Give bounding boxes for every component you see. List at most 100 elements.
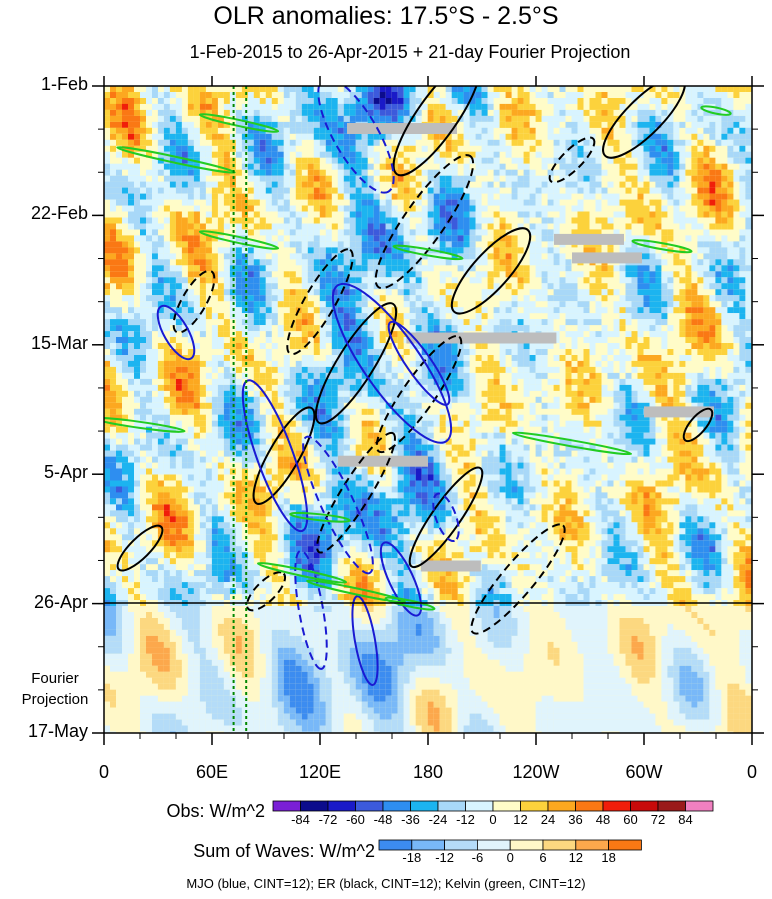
anomaly-cell (205, 217, 212, 224)
anomaly-cell (169, 277, 176, 284)
anomaly-cell (307, 313, 314, 320)
anomaly-cell (343, 701, 350, 708)
anomaly-cell (301, 283, 308, 290)
anomaly-cell (319, 181, 326, 188)
anomaly-cell (385, 653, 392, 660)
anomaly-cell (277, 199, 284, 206)
anomaly-cell (122, 444, 128, 451)
anomaly-cell (241, 396, 248, 403)
anomaly-cell (223, 211, 230, 218)
anomaly-cell (122, 331, 128, 338)
anomaly-cell (379, 271, 386, 278)
anomaly-cell (271, 295, 278, 302)
anomaly-cell (319, 408, 326, 415)
anomaly-cell (157, 115, 164, 122)
anomaly-cell (259, 540, 266, 547)
anomaly-cell (361, 187, 368, 194)
anomaly-cell (128, 355, 134, 361)
anomaly-cell (122, 372, 128, 379)
anomaly-cell (128, 618, 134, 624)
anomaly-cell (343, 109, 350, 116)
anomaly-cell (122, 438, 128, 445)
anomaly-cell (421, 86, 428, 92)
anomaly-cell (247, 355, 254, 361)
anomaly-cell (277, 187, 284, 194)
anomaly-cell (122, 522, 128, 529)
anomaly-cell (301, 534, 308, 541)
anomaly-cell (259, 151, 266, 158)
anomaly-cell (379, 516, 386, 523)
anomaly-cell (307, 552, 314, 559)
anomaly-cell (289, 641, 296, 648)
anomaly-cell (205, 360, 212, 367)
anomaly-cell (211, 486, 218, 493)
anomaly-cell (319, 390, 326, 397)
anomaly-cell (367, 689, 374, 696)
anomaly-cell (343, 115, 350, 122)
anomaly-cell (247, 677, 254, 684)
anomaly-cell (361, 98, 368, 104)
anomaly-cell (241, 677, 248, 684)
anomaly-cell (307, 641, 314, 648)
anomaly-cell (307, 109, 314, 116)
anomaly-cell (235, 540, 242, 547)
anomaly-cell (331, 127, 338, 134)
anomaly-cell (187, 98, 194, 104)
anomaly-cell (409, 325, 416, 332)
anomaly-cell (367, 480, 374, 487)
anomaly-cell (253, 480, 260, 487)
anomaly-cell (313, 169, 320, 176)
anomaly-cell (397, 516, 404, 523)
anomaly-cell (361, 235, 368, 242)
anomaly-cell (265, 145, 272, 152)
anomaly-cell (223, 98, 230, 104)
anomaly-cell (187, 199, 194, 206)
anomaly-cell (128, 629, 134, 636)
anomaly-cell (175, 707, 182, 714)
anomaly-cell (175, 438, 182, 445)
anomaly-cell (361, 175, 368, 182)
anomaly-cell (391, 337, 398, 343)
anomaly-cell (110, 187, 116, 194)
anomaly-cell (409, 671, 416, 678)
anomaly-cell (140, 211, 146, 218)
anomaly-cell (241, 701, 248, 708)
anomaly-cell (265, 618, 272, 624)
anomaly-cell (122, 199, 128, 206)
anomaly-cell (397, 133, 404, 140)
anomaly-cell (409, 444, 416, 451)
anomaly-cell (217, 588, 224, 595)
anomaly-cell (409, 528, 416, 535)
anomaly-cell (235, 659, 242, 666)
anomaly-cell (235, 349, 242, 355)
anomaly-cell (319, 480, 326, 487)
anomaly-cell (349, 659, 356, 666)
anomaly-cell (122, 205, 128, 212)
anomaly-cell (199, 241, 206, 248)
anomaly-cell (223, 265, 230, 272)
anomaly-cell (403, 378, 410, 385)
anomaly-cell (295, 366, 302, 373)
anomaly-cell (205, 647, 212, 654)
anomaly-cell (301, 552, 308, 559)
anomaly-cell (277, 456, 284, 463)
anomaly-cell (307, 235, 314, 242)
anomaly-cell (146, 378, 152, 385)
anomaly-cell (331, 271, 338, 278)
anomaly-cell (283, 151, 290, 158)
anomaly-cell (128, 277, 134, 284)
anomaly-cell (205, 438, 212, 445)
anomaly-cell (169, 725, 176, 732)
anomaly-cell (146, 301, 152, 308)
anomaly-cell (343, 468, 350, 475)
anomaly-cell (289, 390, 296, 397)
anomaly-cell (415, 641, 422, 648)
anomaly-cell (379, 205, 386, 212)
anomaly-cell (337, 719, 344, 726)
anomaly-cell (403, 528, 410, 535)
anomaly-cell (175, 139, 182, 146)
anomaly-cell (211, 528, 218, 535)
anomaly-cell (205, 241, 212, 248)
anomaly-cell (217, 701, 224, 708)
anomaly-cell (169, 151, 176, 158)
